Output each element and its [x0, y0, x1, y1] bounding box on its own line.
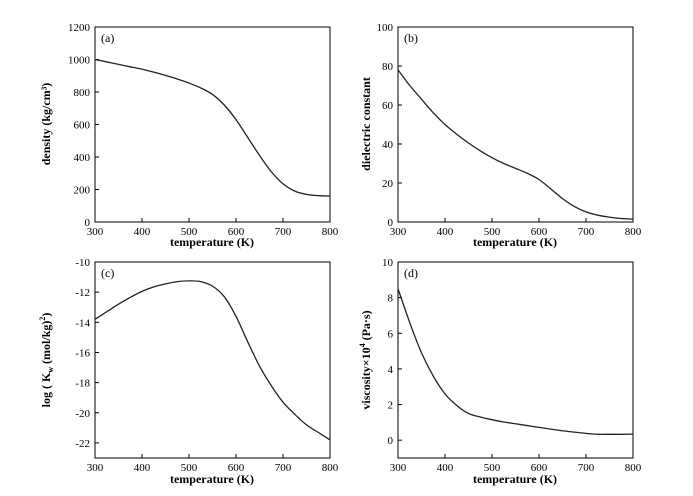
- plot-frame: [397, 26, 634, 223]
- y-label-end: ): [39, 313, 53, 317]
- x-tick-label: 300: [390, 226, 407, 238]
- x-tick-label: 300: [87, 226, 104, 238]
- x-tick-label: 600: [531, 226, 548, 238]
- panel-d: 300 400 500 600 700 800 0 2 4 6 8 10 (d) temperatur…: [358, 257, 642, 486]
- x-tick-label: 700: [275, 462, 292, 474]
- y-tick-label: -18: [75, 378, 90, 390]
- panel-label-d: (d): [404, 266, 418, 280]
- y-tick-label: 800: [74, 87, 91, 99]
- x-tick-label: 500: [181, 462, 198, 474]
- y-tick-label: 20: [382, 178, 394, 190]
- tick-labels: 300 400 500 600 700 800 0 200 400 600 800 1000 1200: [68, 22, 339, 238]
- x-tick-label: 800: [625, 226, 642, 238]
- x-tick-label: 700: [578, 226, 595, 238]
- tick-labels: 300 400 500 600 700 800 -22 -20 -18 -16 -14 -12 -10: [75, 257, 338, 474]
- x-tick-label: 500: [181, 226, 198, 238]
- y-tick-label: 1000: [68, 55, 91, 67]
- x-tick-label: 400: [134, 462, 151, 474]
- viscosity-line: [397, 288, 634, 436]
- y-tick-label: -16: [75, 347, 90, 359]
- x-axis-label: temperature (K): [170, 235, 254, 249]
- x-tick-label: 600: [228, 226, 245, 238]
- y-axis-label: density (kg/cm³): [39, 83, 53, 166]
- y-tick-label: 8: [388, 293, 394, 305]
- y-label-sub: w: [46, 367, 55, 373]
- y-tick-label: 100: [377, 22, 394, 34]
- y-label-sup: 2: [38, 317, 47, 321]
- x-tick-label: 300: [87, 462, 104, 474]
- y-tick-label: 2: [388, 400, 394, 412]
- x-tick-label: 800: [625, 462, 642, 474]
- x-tick-label: 800: [322, 462, 339, 474]
- y-tick-label: 1200: [68, 22, 91, 34]
- plot-frame: [94, 261, 331, 459]
- tick-marks: [94, 261, 331, 458]
- x-tick-label: 500: [484, 462, 501, 474]
- y-label-rest: (Pa·s): [359, 310, 373, 343]
- y-label-rest: (mol/kg): [39, 321, 53, 367]
- x-tick-label: 800: [322, 226, 339, 238]
- x-axis-label: temperature (K): [473, 472, 557, 486]
- y-axis-label: viscosity×104 (Pa·s): [358, 310, 373, 409]
- y-tick-label: 80: [382, 61, 394, 73]
- y-tick-label: 0: [388, 217, 394, 229]
- x-tick-label: 600: [228, 462, 245, 474]
- y-tick-label: 6: [388, 328, 394, 340]
- x-axis-label: temperature (K): [473, 235, 557, 249]
- panel-label-c: (c): [101, 266, 114, 280]
- x-tick-label: 400: [134, 226, 151, 238]
- y-tick-label: -12: [75, 287, 90, 299]
- panel-label-b: (b): [404, 31, 418, 45]
- tick-marks: [397, 261, 634, 458]
- y-tick-label: 60: [382, 100, 394, 112]
- y-tick-label: 0: [85, 217, 91, 229]
- x-tick-label: 600: [531, 462, 548, 474]
- tick-marks: [397, 26, 634, 223]
- y-tick-label: 400: [74, 152, 91, 164]
- y-tick-label: -10: [75, 257, 90, 269]
- y-tick-label: 4: [388, 364, 394, 376]
- y-axis-label: dielectric constant: [359, 77, 373, 171]
- dielectric-constant-line: [397, 69, 634, 220]
- x-tick-label: 500: [484, 226, 501, 238]
- log-kw-line: [94, 280, 331, 441]
- y-tick-label: 0: [388, 435, 394, 447]
- y-label-main: viscosity×10: [359, 347, 373, 409]
- y-tick-label: 600: [74, 120, 91, 132]
- tick-labels: 300 400 500 600 700 800 0 2 4 6 8 10: [382, 257, 642, 474]
- x-tick-label: 400: [437, 462, 454, 474]
- tick-labels: 300 400 500 600 700 800 0 20 40 60 80 100: [377, 22, 642, 238]
- y-label-main: log ( K: [39, 372, 53, 407]
- tick-marks: [94, 26, 331, 223]
- x-axis-label: temperature (K): [170, 472, 254, 486]
- x-tick-label: 700: [578, 462, 595, 474]
- x-tick-label: 400: [437, 226, 454, 238]
- y-tick-label: 10: [382, 257, 394, 269]
- density-line: [94, 58, 331, 197]
- panel-c: 300 400 500 600 700 800-22-20-18-16-14-12-10 …: [38, 257, 339, 486]
- y-tick-label: 200: [74, 185, 91, 197]
- y-tick-label: -14: [75, 317, 90, 329]
- x-tick-label: 300: [390, 462, 407, 474]
- panel-label-a: (a): [101, 31, 114, 45]
- panel-b: 300 400 500 600 700 800 0 20 40 60 80 100 (b) tempe…: [359, 22, 642, 249]
- y-axis-label: log ( Kw (mol/kg)2): [38, 313, 55, 408]
- plot-frame: [94, 26, 331, 223]
- plot-frame: [397, 261, 634, 459]
- x-tick-label: 700: [275, 226, 292, 238]
- y-tick-label: 40: [382, 139, 394, 151]
- y-tick-label: -22: [75, 438, 90, 450]
- y-tick-label: -20: [75, 408, 90, 420]
- panel-a: 300 400 500 600 700 800020040060080010001200 …: [39, 22, 339, 249]
- y-label-sup: 4: [358, 343, 367, 347]
